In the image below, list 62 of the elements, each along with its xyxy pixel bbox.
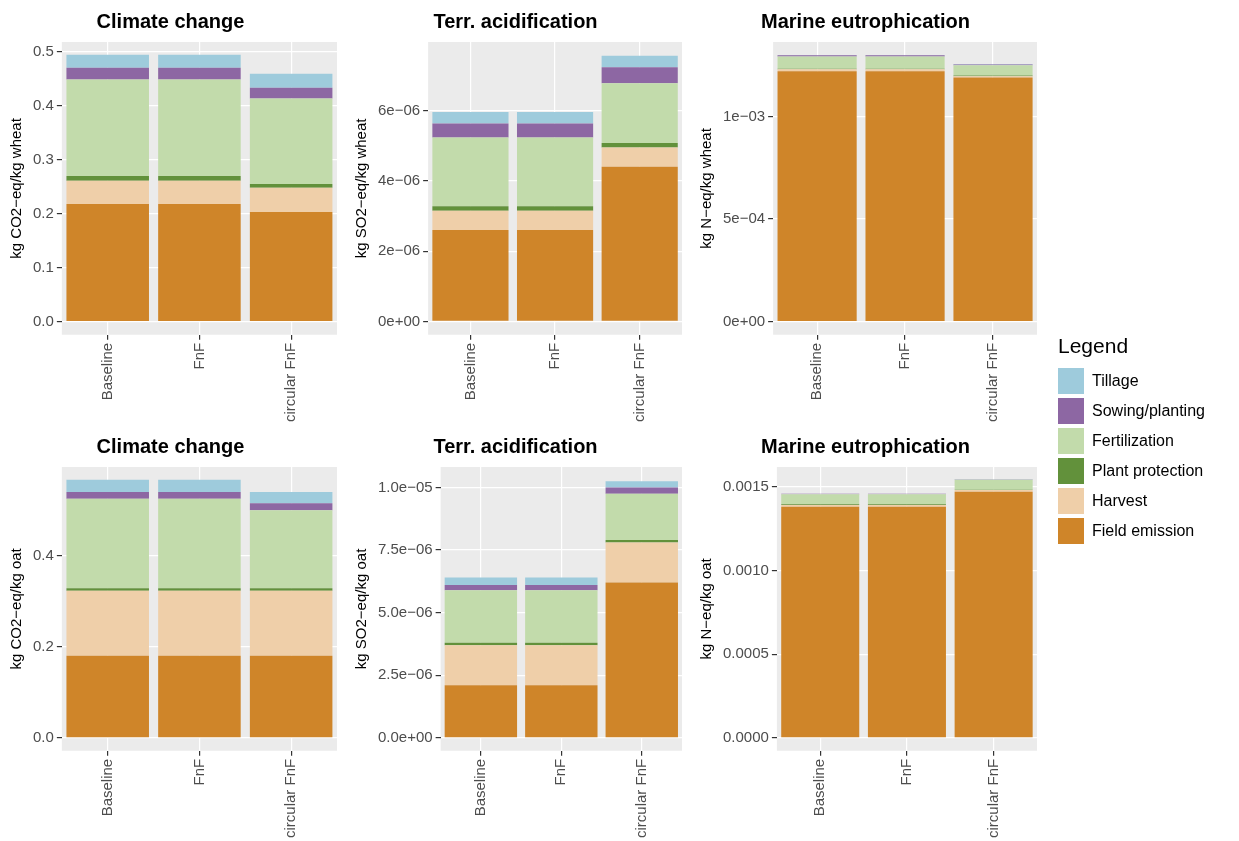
x-tick-label: circular FnF — [281, 758, 299, 839]
y-tick-label: 0.3 — [32, 149, 54, 167]
x-tick-label: FnF — [551, 758, 569, 786]
y-tick-label: 0.5 — [32, 42, 54, 60]
chart-title: Climate change — [96, 434, 245, 457]
y-tick-label: 0.0e+00 — [378, 728, 433, 746]
y-tick-label: 0.0 — [32, 728, 54, 746]
y-tick-label: 0.2 — [32, 637, 54, 655]
legend-label: Fertilization — [1092, 432, 1174, 450]
y-tick-label: 5e−04 — [722, 209, 766, 227]
x-tick-label: FnF — [189, 758, 207, 786]
x-tick-label: circular FnF — [983, 342, 1001, 423]
legend-label: Field emission — [1092, 522, 1195, 540]
chart-title: Terr. acidification — [433, 434, 598, 457]
x-tick-label: Baseline — [471, 758, 489, 817]
y-tick-label: 0.0015 — [722, 476, 769, 494]
y-tick-label: 0.0 — [32, 311, 54, 329]
chart-title: Marine eutrophication — [761, 434, 970, 457]
chart-title: Climate change — [96, 9, 245, 32]
x-tick-label: circular FnF — [631, 758, 649, 839]
y-tick-label: 2.5e−06 — [378, 665, 433, 683]
y-axis-title: kg CO2−eq/kg wheat — [7, 117, 25, 259]
chart-title: Terr. acidification — [433, 9, 598, 32]
legend-label: Sowing/planting — [1092, 402, 1205, 420]
y-tick-label: 0.0000 — [722, 728, 769, 746]
y-tick-label: 0.2 — [32, 203, 54, 221]
x-tick-label: FnF — [897, 758, 915, 786]
x-tick-label: circular FnF — [281, 342, 299, 423]
y-axis-title: kg SO2−eq/kg wheat — [352, 117, 370, 259]
y-tick-label: 5.0e−06 — [378, 602, 433, 620]
chart-title: Marine eutrophication — [761, 9, 970, 32]
x-tick-label: Baseline — [97, 758, 115, 817]
legend-label: Plant protection — [1092, 462, 1204, 480]
y-tick-label: 0.0010 — [722, 560, 769, 578]
x-tick-label: Baseline — [460, 342, 478, 401]
y-tick-label: 0e+00 — [377, 311, 421, 329]
y-tick-label: 7.5e−06 — [378, 540, 433, 558]
x-tick-label: Baseline — [807, 342, 825, 401]
y-tick-label: 4e−06 — [377, 171, 421, 188]
x-tick-label: circular FnF — [983, 758, 1001, 839]
y-axis-title: kg N−eq/kg oat — [697, 557, 715, 660]
y-tick-label: 0e+00 — [722, 311, 766, 329]
x-tick-label: Baseline — [810, 758, 828, 817]
y-tick-label: 6e−06 — [377, 100, 421, 118]
y-axis-title: kg SO2−eq/kg oat — [352, 547, 370, 670]
x-tick-label: Baseline — [97, 342, 115, 401]
y-axis-title: kg CO2−eq/kg oat — [7, 547, 25, 670]
y-tick-label: 0.4 — [32, 546, 54, 564]
y-tick-label: 1e−03 — [722, 106, 766, 124]
legend-label: Tillage — [1092, 372, 1139, 390]
x-tick-label: circular FnF — [629, 342, 647, 423]
y-tick-label: 1.0e−05 — [378, 477, 433, 495]
x-tick-label: FnF — [545, 342, 563, 370]
legend-label: Harvest — [1092, 492, 1148, 510]
y-tick-label: 0.0005 — [722, 644, 769, 662]
y-axis-title: kg N−eq/kg wheat — [697, 127, 715, 249]
x-tick-label: FnF — [189, 342, 207, 370]
y-tick-label: 0.4 — [32, 96, 54, 114]
y-tick-label: 0.1 — [32, 257, 54, 275]
legend-title: Legend — [1058, 334, 1130, 358]
x-tick-label: FnF — [895, 342, 913, 370]
y-tick-label: 2e−06 — [377, 241, 421, 259]
